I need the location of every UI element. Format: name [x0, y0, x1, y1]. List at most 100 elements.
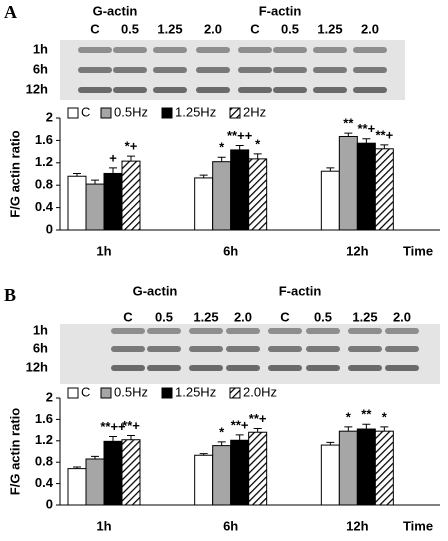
bar [338, 430, 358, 506]
bar [67, 175, 87, 231]
blot-band [196, 67, 230, 73]
y-tick-label: 0 [46, 221, 53, 236]
blot-band [268, 328, 302, 334]
blot-band [147, 346, 181, 352]
blot-band [313, 67, 347, 73]
blot-band [153, 67, 187, 73]
significance-label: **+ [249, 411, 267, 426]
legend-swatch [100, 107, 112, 119]
lane-label: C [123, 309, 133, 324]
lane-label: 0.5 [121, 21, 139, 36]
y-axis-label: F/G actin ratio [7, 130, 22, 217]
legend-swatch [161, 387, 173, 399]
error-bar [253, 153, 262, 159]
significance-label: **+ [375, 127, 393, 142]
legend-label: C [81, 104, 90, 119]
blot-row-label: 12h [26, 359, 48, 374]
blot-band [113, 47, 147, 53]
error-bar [344, 132, 353, 137]
significance-label: * [382, 409, 388, 424]
blot-band [313, 47, 347, 53]
lane-label: 0.5 [155, 309, 173, 324]
blot-band [226, 346, 260, 352]
y-tick-label: 2 [46, 109, 53, 124]
bar [121, 439, 141, 506]
blot-band [147, 365, 181, 371]
blot-band [238, 67, 272, 73]
legend-label: 0.5Hz [114, 104, 148, 119]
bar [356, 428, 376, 506]
bar [230, 149, 250, 231]
blot-group-label: F-actin [259, 3, 302, 18]
error-bar [217, 441, 226, 446]
blot-band [306, 346, 340, 352]
x-tick-label: 12h [346, 243, 368, 258]
blot-band [196, 47, 230, 53]
significance-label: *+ [125, 139, 138, 154]
significance-label: **+ [357, 121, 375, 136]
lane-label: 1.25 [157, 21, 182, 36]
y-tick-label: 1.2 [35, 432, 53, 447]
bar [103, 172, 123, 231]
error-bar [109, 167, 117, 174]
bar [230, 439, 250, 506]
blot-band [189, 346, 223, 352]
significance-label: * [255, 136, 261, 151]
blot-row-label: 1h [33, 322, 48, 337]
blot-band [189, 365, 223, 371]
error-bar [253, 427, 262, 433]
error-bar [127, 155, 135, 162]
error-bar [109, 436, 117, 442]
panel-label: B [4, 285, 16, 305]
bar [356, 142, 376, 231]
lane-label: 0.5 [314, 309, 332, 324]
blot-band [153, 47, 187, 53]
blot-band [268, 365, 302, 371]
y-tick-label: 1.6 [35, 411, 53, 426]
bar [194, 177, 214, 231]
significance-label: **++ [100, 419, 126, 434]
blot-band [113, 87, 147, 93]
legend-label: 2.0Hz [243, 384, 277, 399]
panel-label: A [4, 2, 17, 22]
error-bar [73, 172, 81, 177]
lane-label: 2.0 [361, 21, 379, 36]
error-bar [380, 426, 389, 432]
blot-band [111, 365, 145, 371]
legend-swatch [67, 387, 79, 399]
blot-band [313, 87, 347, 93]
blot-band [238, 87, 272, 93]
error-bar [73, 466, 81, 469]
bar [320, 170, 340, 231]
blot-band [348, 365, 382, 371]
legend-label: 1.25Hz [175, 384, 216, 399]
error-bar [217, 156, 226, 162]
legend-label: 1.25Hz [175, 104, 216, 119]
bar [212, 445, 232, 506]
bar [121, 160, 141, 231]
error-bar [235, 144, 244, 150]
legend-swatch [161, 107, 173, 119]
x-tick-label: 1h [96, 243, 111, 258]
y-tick-label: 0 [46, 496, 53, 511]
lane-label: 2.0 [393, 309, 411, 324]
y-tick-label: 0.4 [35, 475, 54, 490]
lane-label: 2.0 [234, 309, 252, 324]
x-axis-label: Time [403, 243, 433, 258]
blot-group-label: G-actin [93, 3, 138, 18]
bar [67, 468, 87, 506]
significance-label: * [219, 424, 225, 439]
legend-swatch [229, 107, 241, 119]
bar [212, 161, 232, 231]
error-bar [362, 423, 371, 430]
blot-band [273, 87, 307, 93]
blot-band [348, 328, 382, 334]
significance-label: ** [343, 116, 354, 131]
lane-label: 0.5 [281, 21, 299, 36]
y-tick-label: 1.6 [35, 132, 53, 147]
blot-band [385, 365, 419, 371]
y-tick-label: 0.8 [35, 454, 53, 469]
blot-band [78, 47, 112, 53]
blot-row-label: 6h [33, 340, 48, 355]
blot-band [78, 87, 112, 93]
